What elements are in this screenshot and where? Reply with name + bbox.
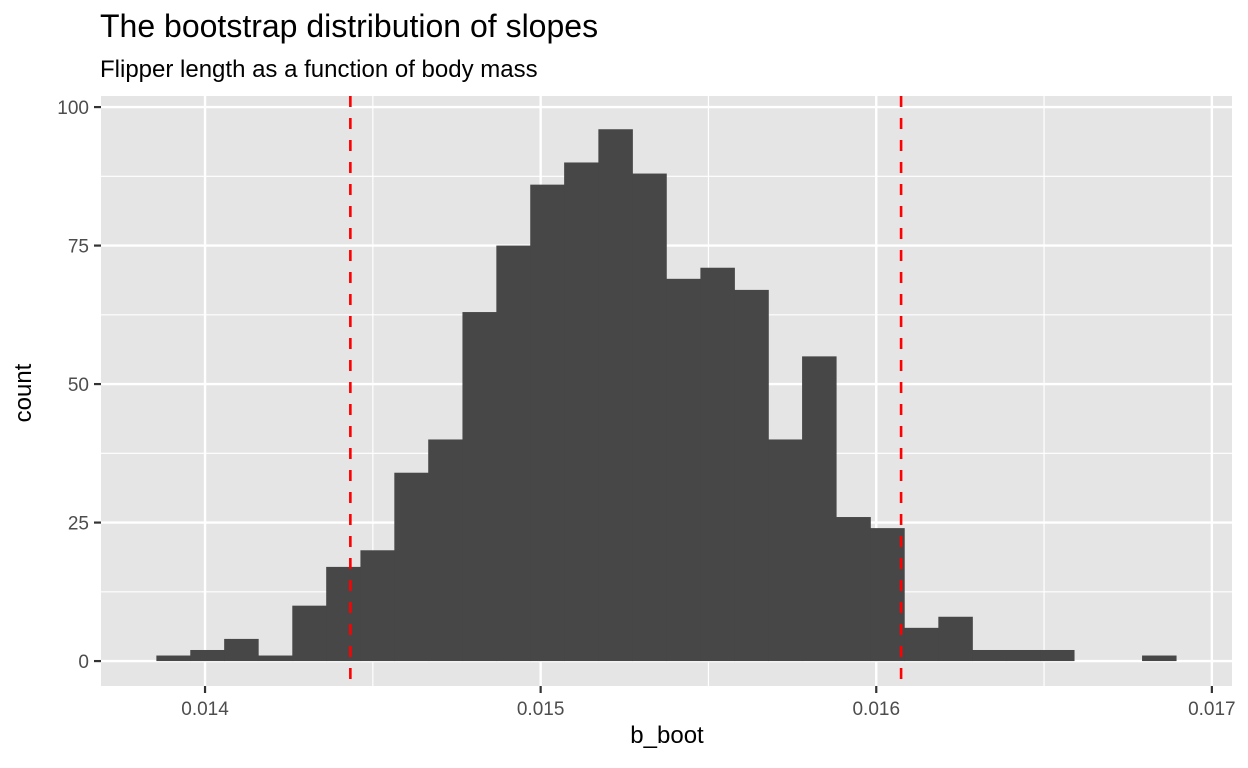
- histogram-bar: [292, 605, 327, 662]
- histogram-bar: [462, 312, 497, 662]
- histogram-bar: [1006, 649, 1041, 662]
- y-tick-label: 75: [68, 237, 89, 258]
- x-tick-label: 0.016: [852, 699, 900, 720]
- histogram-bar: [190, 649, 225, 662]
- confidence-interval-lines: [349, 96, 903, 686]
- histogram-bars: [156, 129, 1177, 662]
- histogram-bar: [598, 129, 633, 662]
- histogram-bar: [1040, 649, 1075, 662]
- histogram-bar: [768, 439, 803, 662]
- histogram-bar: [666, 278, 701, 662]
- histogram-bar: [360, 550, 395, 662]
- histogram-bar: [870, 528, 905, 662]
- y-tick-label: 25: [68, 514, 89, 535]
- y-tick-label: 100: [57, 98, 89, 119]
- histogram-bar: [700, 267, 735, 662]
- histogram-bar: [564, 162, 599, 662]
- histogram-bar: [156, 655, 191, 662]
- y-tick-label: 0: [78, 652, 89, 673]
- x-tick-label: 0.014: [181, 699, 229, 720]
- histogram-bar: [632, 173, 667, 662]
- histogram-bar: [1142, 655, 1177, 662]
- histogram-bar: [938, 616, 973, 662]
- histogram-bar: [428, 439, 463, 662]
- histogram-bar: [530, 184, 565, 662]
- histogram-bar: [802, 356, 837, 662]
- histogram-bar: [904, 627, 939, 662]
- histogram-bar: [224, 638, 259, 662]
- histogram-bar: [734, 289, 769, 662]
- x-tick-label: 0.017: [1188, 699, 1236, 720]
- histogram-bar: [836, 517, 871, 662]
- chart-title: The bootstrap distribution of slopes: [100, 8, 599, 44]
- x-axis: 0.014 0.015 0.016 0.017: [181, 686, 1236, 720]
- chart-subtitle: Flipper length as a function of body mas…: [100, 56, 538, 83]
- histogram-bar: [496, 245, 531, 662]
- y-tick-label: 50: [68, 375, 89, 396]
- x-tick-label: 0.015: [517, 699, 565, 720]
- histogram-bar: [972, 649, 1007, 662]
- x-axis-label: b_boot: [630, 722, 704, 749]
- histogram-bar: [326, 566, 361, 662]
- y-axis: 0 25 50 75 100: [57, 98, 101, 673]
- histogram-bar: [394, 472, 429, 662]
- histogram-bar: [258, 655, 293, 662]
